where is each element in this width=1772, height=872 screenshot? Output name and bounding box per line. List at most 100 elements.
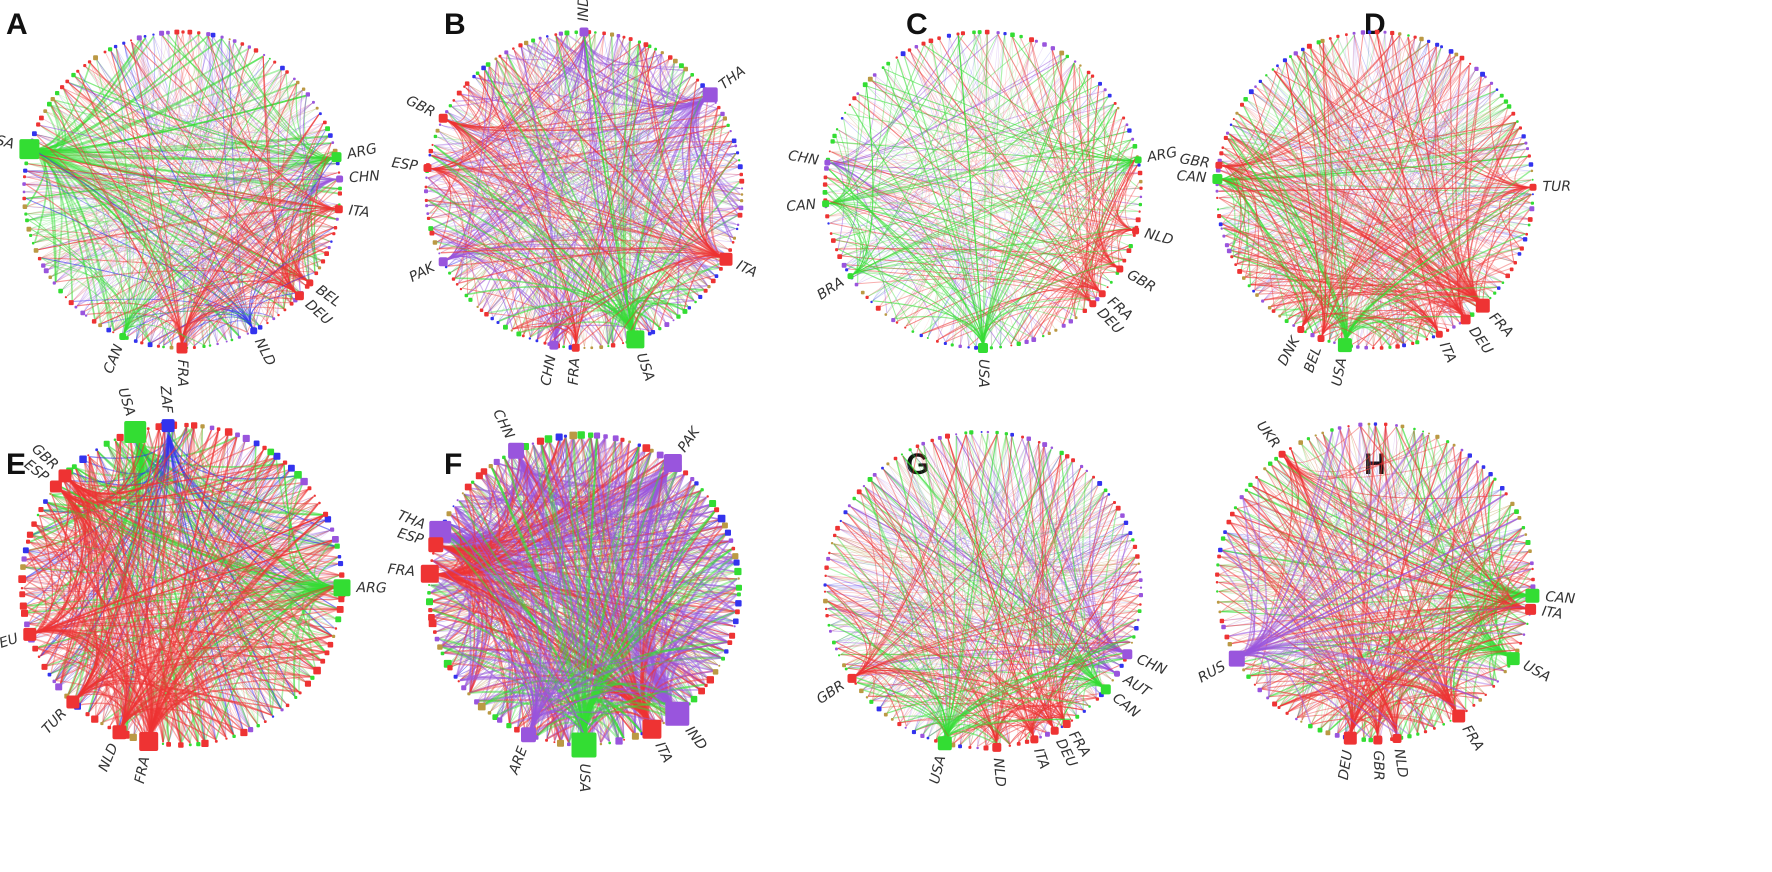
country-node-small xyxy=(732,236,736,240)
country-node-small xyxy=(881,66,885,69)
hub-chord xyxy=(444,252,720,269)
hub-chord xyxy=(298,178,339,293)
country-node-small xyxy=(1489,81,1494,85)
country-node-small xyxy=(314,271,319,276)
chord-line xyxy=(545,193,741,342)
country-node-small xyxy=(1271,309,1276,313)
country-node-small xyxy=(1527,217,1533,222)
country-node-small xyxy=(98,323,103,328)
hub-chord xyxy=(230,306,254,339)
country-node-small xyxy=(1304,330,1307,334)
country-node-small xyxy=(52,679,56,684)
country-node-small xyxy=(835,128,839,131)
country-node-deu xyxy=(23,627,37,641)
chord-line xyxy=(506,118,724,326)
hub-chord xyxy=(444,60,500,129)
hub-chord xyxy=(181,240,331,347)
country-node-small xyxy=(1448,49,1454,54)
country-node-small xyxy=(828,150,831,153)
country-node-small xyxy=(155,423,163,431)
country-node-small xyxy=(1016,341,1021,346)
hub-chord xyxy=(122,307,173,347)
country-node-small xyxy=(1282,58,1287,63)
country-node-small xyxy=(216,427,221,431)
chord-line xyxy=(431,60,516,164)
chord-line xyxy=(530,34,570,338)
country-node-chn xyxy=(824,159,831,166)
country-node-small xyxy=(1398,32,1402,36)
hub-chord xyxy=(555,35,636,339)
hub-chord xyxy=(429,167,469,295)
country-node-arg xyxy=(333,579,351,597)
country-node-small xyxy=(510,329,513,332)
chord-line xyxy=(438,89,705,249)
country-node-small xyxy=(122,41,126,45)
chord-line xyxy=(496,59,660,328)
chord-line xyxy=(478,74,689,307)
country-node-fra xyxy=(176,342,188,354)
country-node-small xyxy=(320,658,326,664)
country-label-fra: FRA xyxy=(1486,310,1516,341)
country-node-small xyxy=(47,672,52,677)
country-node-small xyxy=(714,274,719,278)
chord-line xyxy=(27,162,338,212)
country-label-ita: ITA xyxy=(1436,340,1459,366)
chord-line xyxy=(35,134,182,347)
country-node-small xyxy=(1090,74,1095,78)
country-node-small xyxy=(332,634,336,638)
country-node-small xyxy=(55,91,60,96)
country-node-small xyxy=(875,305,881,311)
country-node-small xyxy=(504,50,509,55)
chord-line xyxy=(523,36,560,335)
country-node-small xyxy=(1010,32,1015,38)
hub-chord xyxy=(431,154,725,260)
country-node-small xyxy=(1493,291,1497,295)
country-node-small xyxy=(33,248,39,253)
country-node-small xyxy=(318,112,322,116)
country-node-small xyxy=(23,175,26,179)
country-node-small xyxy=(464,293,469,298)
country-node-small xyxy=(1356,345,1360,349)
panel-letter-b: B xyxy=(444,8,466,41)
country-node-small xyxy=(335,616,342,623)
panel-letter-e: E xyxy=(6,448,26,481)
country-label-ind: IND xyxy=(576,0,592,22)
country-node-small xyxy=(911,330,915,333)
country-node-small xyxy=(425,176,428,179)
country-node-small xyxy=(928,38,934,44)
country-node-pak xyxy=(438,257,448,267)
country-label-esp: ESP xyxy=(391,155,420,175)
country-node-small xyxy=(463,85,466,88)
country-node-small xyxy=(824,166,829,171)
country-node-small xyxy=(984,29,990,35)
chord-line xyxy=(224,89,303,327)
country-node-small xyxy=(456,90,462,96)
country-node-small xyxy=(1138,210,1141,213)
country-node-small xyxy=(610,343,616,348)
hub-chord xyxy=(444,207,740,262)
chord-line xyxy=(51,114,320,277)
country-node-small xyxy=(481,65,486,71)
country-node-small xyxy=(1265,74,1268,77)
country-node-small xyxy=(74,305,78,309)
chord-line xyxy=(44,247,211,344)
country-node-small xyxy=(1301,47,1305,52)
country-node-tha xyxy=(702,87,718,103)
country-node-small xyxy=(538,36,542,40)
country-node-small xyxy=(1230,255,1234,259)
hub-chord xyxy=(444,69,486,126)
country-node-small xyxy=(19,602,27,610)
country-node-small xyxy=(1229,123,1233,126)
hub-chord xyxy=(181,306,284,347)
hub-chord xyxy=(53,99,183,347)
country-node-chn xyxy=(549,340,559,350)
country-node-small xyxy=(650,330,656,335)
chord-line xyxy=(430,205,566,342)
chord-line xyxy=(436,201,729,250)
country-node-small xyxy=(256,724,260,728)
country-node-arg xyxy=(331,152,342,163)
hub-chord xyxy=(444,65,493,128)
chord-line xyxy=(124,44,336,166)
country-node-small xyxy=(187,29,193,35)
